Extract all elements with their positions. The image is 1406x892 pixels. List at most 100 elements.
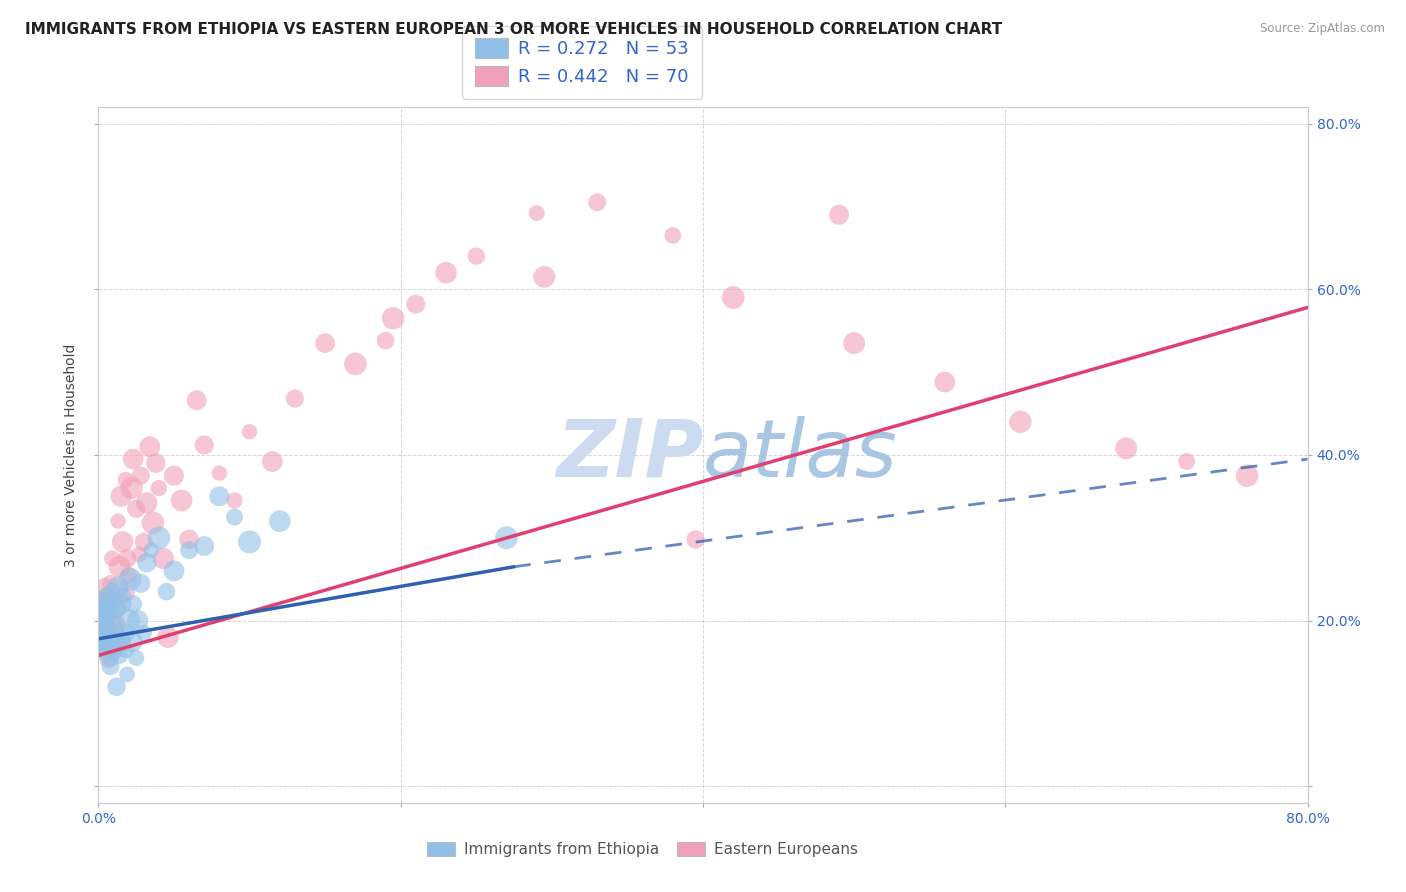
Point <box>122 452 145 467</box>
Point <box>186 393 208 408</box>
Point <box>108 648 131 663</box>
Point <box>262 454 284 468</box>
Point <box>90 639 112 653</box>
Point <box>128 547 150 561</box>
Point <box>90 639 112 653</box>
Point <box>179 533 201 547</box>
Point <box>224 493 246 508</box>
Point <box>118 568 141 582</box>
Point <box>122 597 145 611</box>
Text: ZIP: ZIP <box>555 416 703 494</box>
Point <box>100 597 122 611</box>
Point <box>269 514 291 528</box>
Point <box>114 642 136 657</box>
Point <box>89 626 111 640</box>
Point <box>101 634 124 648</box>
Point <box>125 651 148 665</box>
Point <box>179 543 201 558</box>
Point <box>101 584 124 599</box>
Point <box>111 534 134 549</box>
Point <box>142 516 165 530</box>
Point <box>382 311 405 326</box>
Point <box>94 605 117 619</box>
Point <box>224 510 246 524</box>
Point <box>93 581 115 595</box>
Point <box>533 269 555 284</box>
Point <box>723 291 745 305</box>
Point <box>132 626 155 640</box>
Point <box>465 249 488 263</box>
Point <box>87 617 110 632</box>
Point <box>148 481 170 495</box>
Point <box>89 605 111 619</box>
Y-axis label: 3 or more Vehicles in Household: 3 or more Vehicles in Household <box>65 343 79 566</box>
Point <box>94 634 117 648</box>
Point <box>112 584 135 599</box>
Point <box>98 601 121 615</box>
Point <box>108 559 131 574</box>
Point <box>1115 442 1137 456</box>
Point <box>105 680 128 694</box>
Point <box>93 634 115 648</box>
Point <box>828 208 851 222</box>
Point <box>121 634 143 648</box>
Point <box>96 630 118 644</box>
Point <box>110 634 132 648</box>
Point <box>314 336 336 351</box>
Point <box>129 468 152 483</box>
Point <box>132 534 155 549</box>
Point <box>239 425 262 439</box>
Point <box>115 667 138 681</box>
Point <box>125 501 148 516</box>
Point <box>105 626 128 640</box>
Point <box>129 576 152 591</box>
Text: Source: ZipAtlas.com: Source: ZipAtlas.com <box>1260 22 1385 36</box>
Point <box>208 489 231 503</box>
Point <box>193 539 215 553</box>
Point <box>374 334 396 348</box>
Point <box>91 630 114 644</box>
Point <box>163 468 186 483</box>
Point <box>107 581 129 595</box>
Point <box>96 626 118 640</box>
Point <box>163 564 186 578</box>
Point <box>94 617 117 632</box>
Point <box>135 496 157 510</box>
Point <box>344 357 367 371</box>
Point <box>120 572 142 586</box>
Point <box>208 466 231 480</box>
Point <box>90 601 112 615</box>
Point <box>844 336 866 351</box>
Point <box>139 440 162 454</box>
Point <box>405 297 427 311</box>
Point <box>586 195 609 210</box>
Point <box>87 622 110 636</box>
Point <box>127 614 149 628</box>
Point <box>115 551 138 566</box>
Point <box>141 543 163 558</box>
Point <box>661 228 683 243</box>
Point <box>685 533 707 547</box>
Point <box>89 592 111 607</box>
Point <box>121 481 143 495</box>
Point <box>91 601 114 615</box>
Point <box>89 630 111 644</box>
Point <box>103 642 125 657</box>
Point <box>104 601 127 615</box>
Point <box>98 651 121 665</box>
Point <box>1010 415 1032 429</box>
Point <box>87 601 110 615</box>
Point <box>148 531 170 545</box>
Point <box>98 651 121 665</box>
Point <box>103 614 125 628</box>
Point <box>93 617 115 632</box>
Point <box>118 614 141 628</box>
Point <box>94 592 117 607</box>
Legend: Immigrants from Ethiopia, Eastern Europeans: Immigrants from Ethiopia, Eastern Europe… <box>419 834 866 864</box>
Point <box>284 392 307 406</box>
Point <box>110 597 132 611</box>
Point <box>96 589 118 603</box>
Point <box>94 642 117 657</box>
Point <box>105 601 128 615</box>
Point <box>135 556 157 570</box>
